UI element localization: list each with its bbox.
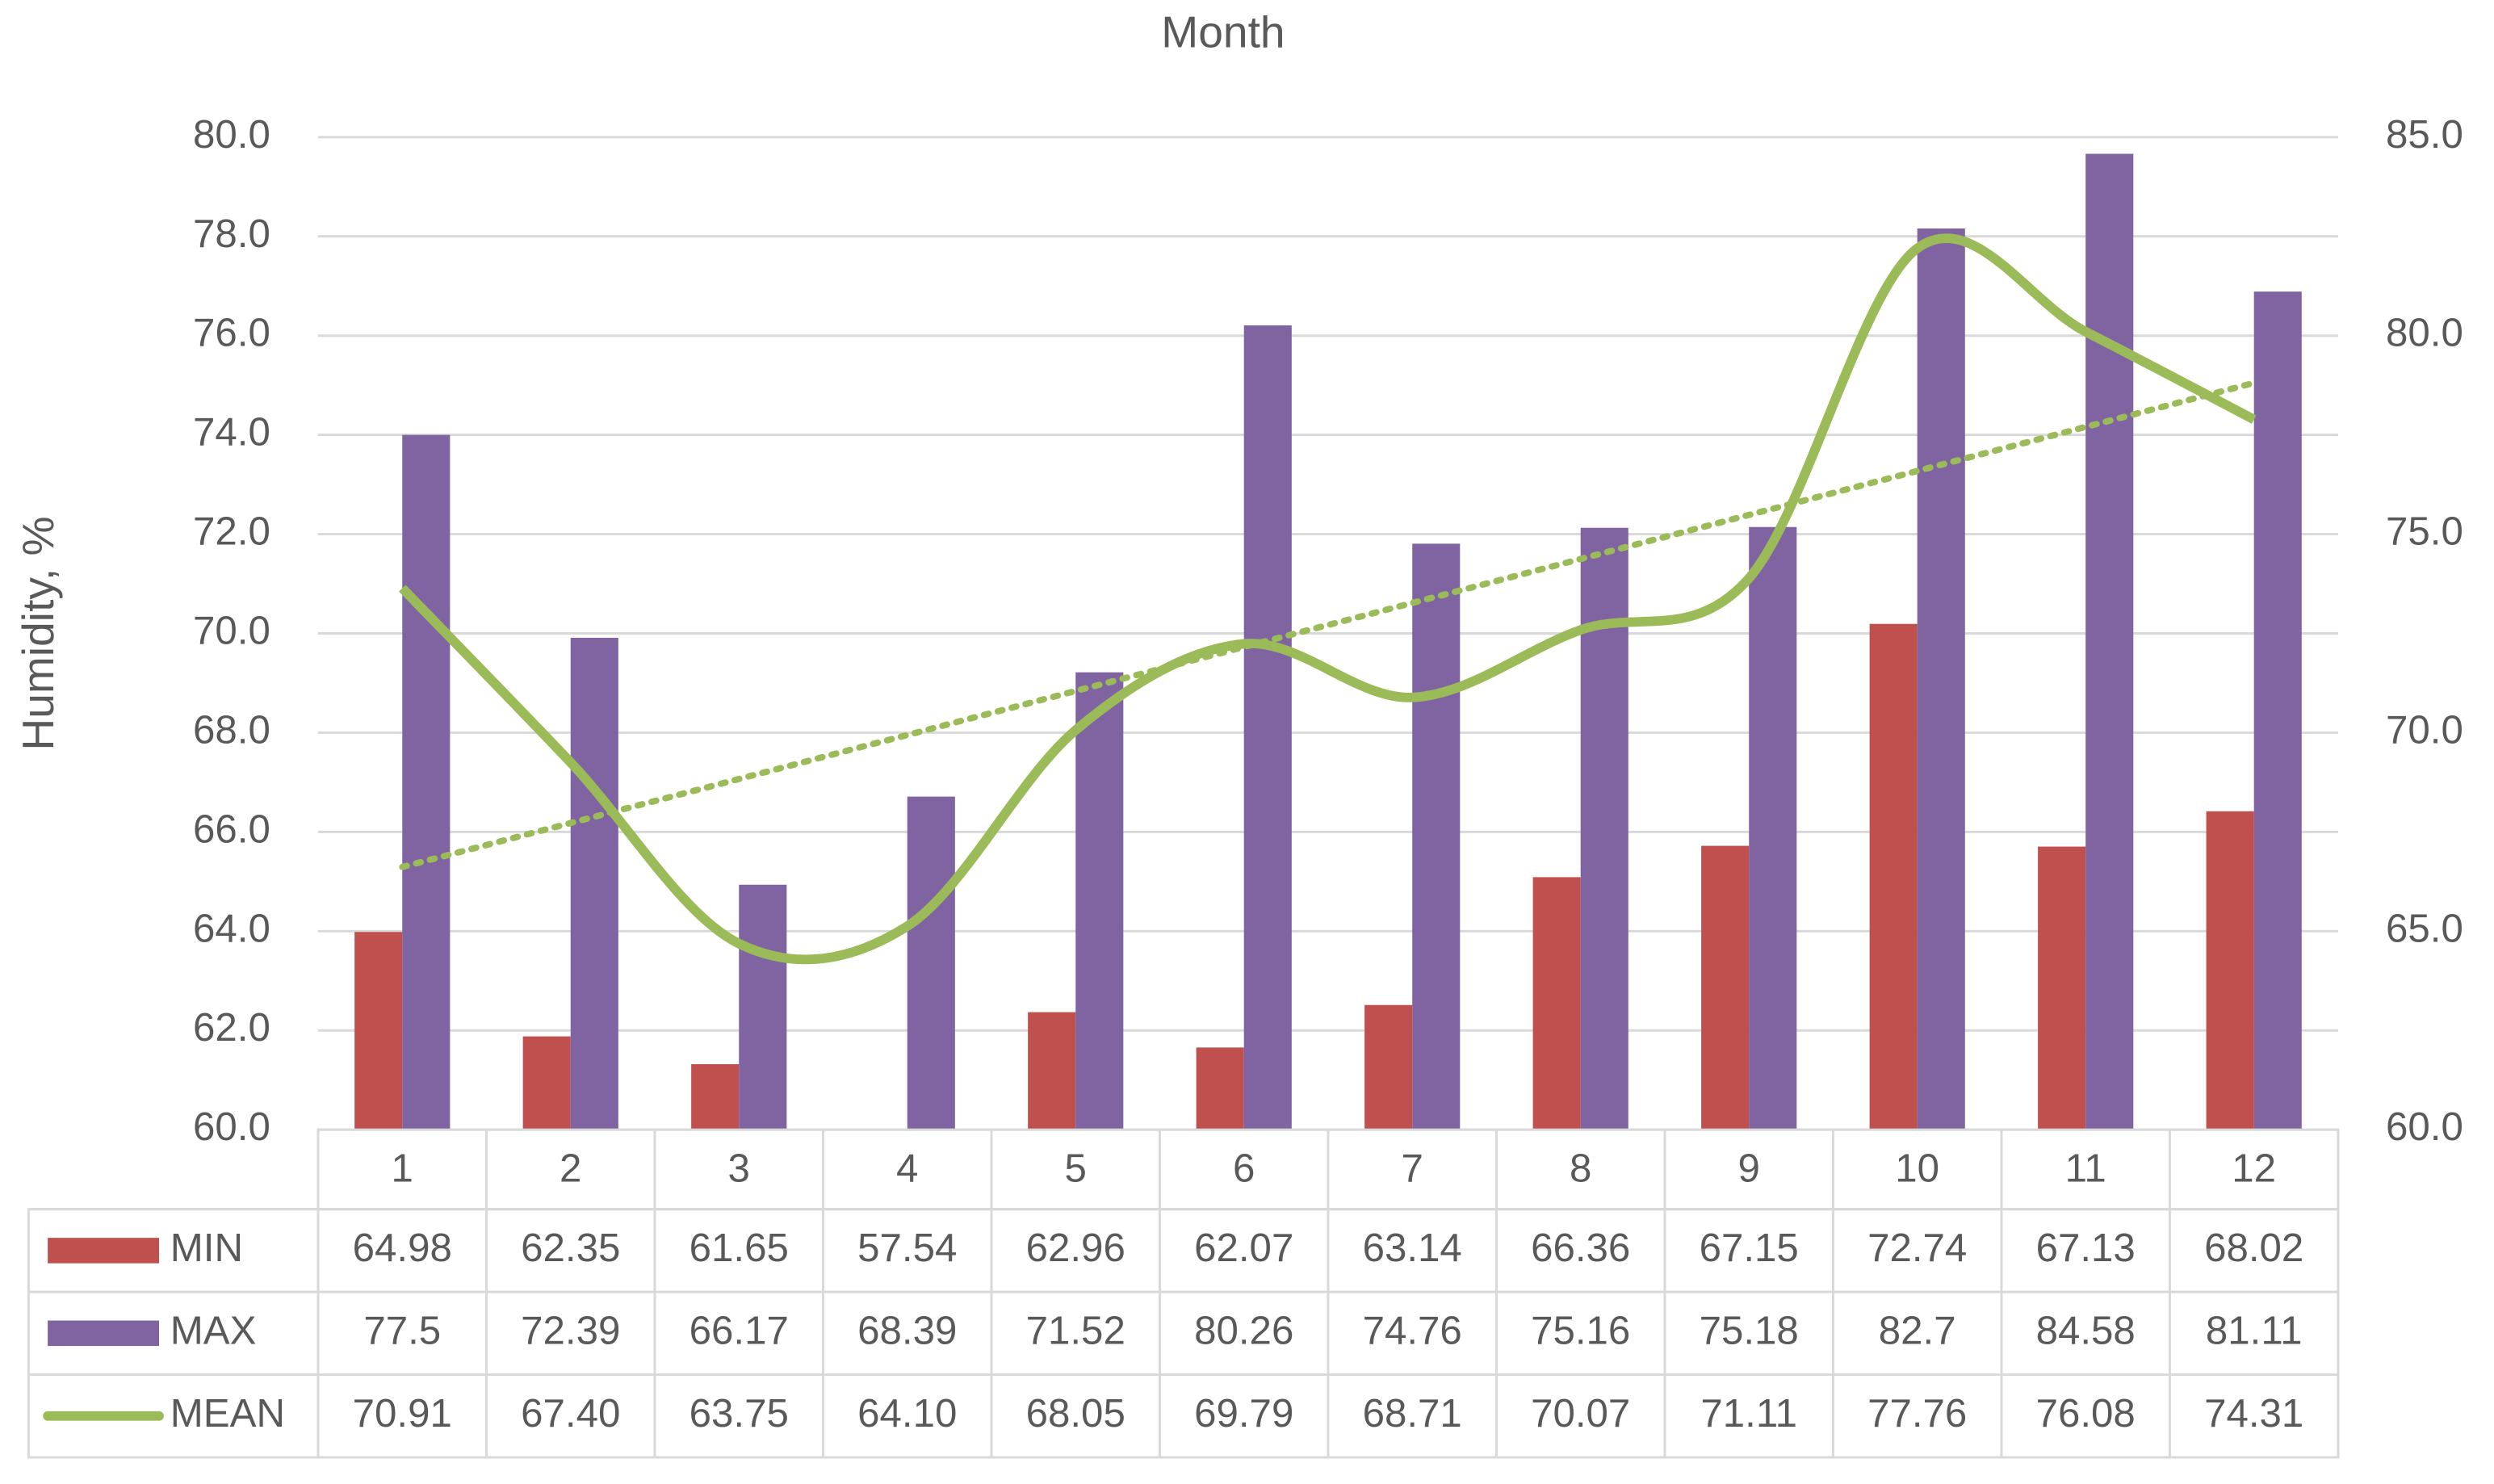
table-value: 74.76 — [1363, 1308, 1462, 1352]
table-value: 70.07 — [1531, 1391, 1630, 1436]
x-tick-label: 11 — [2065, 1146, 2106, 1190]
bar — [1749, 526, 1797, 1130]
table-value: 80.26 — [1194, 1308, 1293, 1352]
bar — [1532, 877, 1581, 1130]
table-value: 76.08 — [2036, 1391, 2136, 1436]
y2-tick-label: 80.0 — [2386, 311, 2463, 355]
table-value: 62.07 — [1194, 1226, 1293, 1270]
legend-label: MEAN — [170, 1391, 285, 1436]
x-tick-label: 10 — [1895, 1146, 1939, 1190]
legend-label: MIN — [170, 1226, 243, 1270]
y-tick-label: 74.0 — [193, 410, 270, 455]
table-value: 64.10 — [857, 1391, 957, 1436]
x-tick-label: 5 — [1065, 1146, 1087, 1190]
y-axis-label: Humidity, % — [13, 516, 63, 750]
y-tick-label: 80.0 — [193, 112, 270, 157]
legend-swatch — [48, 1238, 160, 1264]
y-tick-label: 70.0 — [193, 609, 270, 653]
x-tick-label: 4 — [896, 1146, 918, 1190]
y-tick-label: 78.0 — [193, 212, 270, 256]
x-tick-label: 8 — [1570, 1146, 1591, 1190]
bar — [2206, 811, 2254, 1130]
x-tick-label: 2 — [560, 1146, 581, 1190]
table-value: 67.13 — [2036, 1226, 2136, 1270]
bar — [2253, 291, 2302, 1130]
bar — [1075, 672, 1124, 1130]
table-value: 71.11 — [1700, 1391, 1797, 1436]
table-value: 66.17 — [690, 1308, 789, 1352]
table-value: 68.05 — [1026, 1391, 1125, 1436]
trendline — [399, 379, 2257, 870]
bar — [570, 637, 618, 1130]
table-value: 82.7 — [1879, 1308, 1956, 1352]
y-tick-label: 64.0 — [193, 906, 270, 950]
table-value: 68.71 — [1363, 1391, 1462, 1436]
table-value: 72.74 — [1867, 1226, 1967, 1270]
y-tick-label: 76.0 — [193, 311, 270, 355]
x-tick-label: 9 — [1738, 1146, 1760, 1190]
bar — [907, 796, 955, 1130]
bar — [2085, 153, 2134, 1130]
bar — [1028, 1012, 1076, 1130]
table-value: 62.35 — [521, 1226, 620, 1270]
x-tick-label: 12 — [2232, 1146, 2276, 1190]
bar — [1917, 228, 1965, 1130]
bar — [1701, 845, 1750, 1130]
table-value: 77.5 — [363, 1308, 441, 1352]
bar — [522, 1036, 571, 1130]
x-tick-label: 6 — [1233, 1146, 1255, 1190]
table-value: 66.36 — [1531, 1226, 1630, 1270]
y-tick-label: 68.0 — [193, 707, 270, 752]
legend-label: MAX — [170, 1308, 257, 1352]
y-tick-label: 62.0 — [193, 1005, 270, 1050]
table-value: 70.91 — [353, 1391, 452, 1436]
table-value: 72.39 — [521, 1308, 620, 1352]
table-value: 68.39 — [857, 1308, 957, 1352]
table-value: 67.15 — [1700, 1226, 1799, 1270]
y-tick-label: 60.0 — [193, 1105, 270, 1149]
table-value: 64.98 — [353, 1226, 452, 1270]
legend-swatch — [48, 1320, 160, 1347]
bar — [739, 884, 787, 1130]
bar — [1243, 325, 1292, 1130]
table-value: 71.52 — [1026, 1308, 1125, 1352]
y2-tick-label: 70.0 — [2386, 707, 2463, 752]
table-value: 77.76 — [1867, 1391, 1967, 1436]
table-value: 63.75 — [690, 1391, 789, 1436]
bar — [691, 1064, 740, 1130]
chart-title: Month — [1161, 6, 1285, 57]
x-tick-label: 7 — [1402, 1146, 1423, 1190]
y2-tick-label: 60.0 — [2386, 1105, 2463, 1149]
y2-tick-label: 85.0 — [2386, 112, 2463, 157]
bar — [1412, 543, 1461, 1130]
bar — [402, 434, 451, 1130]
x-tick-label: 1 — [392, 1146, 413, 1190]
table-value: 69.79 — [1194, 1391, 1293, 1436]
bar — [2038, 846, 2086, 1130]
table-value: 75.18 — [1700, 1308, 1799, 1352]
bar — [1869, 623, 1918, 1130]
y-tick-label: 66.0 — [193, 807, 270, 851]
y2-tick-label: 75.0 — [2386, 509, 2463, 554]
x-tick-label: 3 — [728, 1146, 750, 1190]
line — [399, 233, 2257, 965]
bar — [354, 932, 403, 1130]
table-value: 63.14 — [1363, 1226, 1462, 1270]
table-value: 61.65 — [690, 1226, 789, 1270]
table-value: 68.02 — [2204, 1226, 2303, 1270]
table-value: 81.11 — [2206, 1308, 2303, 1352]
table-value: 57.54 — [857, 1226, 957, 1270]
bar — [1196, 1047, 1244, 1130]
y2-tick-label: 65.0 — [2386, 906, 2463, 950]
bar — [1364, 1004, 1413, 1130]
table-value: 75.16 — [1531, 1308, 1630, 1352]
table-value: 67.40 — [521, 1391, 620, 1436]
table-value: 74.31 — [2204, 1391, 2303, 1436]
y-tick-label: 72.0 — [193, 509, 270, 554]
table-value: 62.96 — [1026, 1226, 1125, 1270]
table-value: 84.58 — [2036, 1308, 2136, 1352]
